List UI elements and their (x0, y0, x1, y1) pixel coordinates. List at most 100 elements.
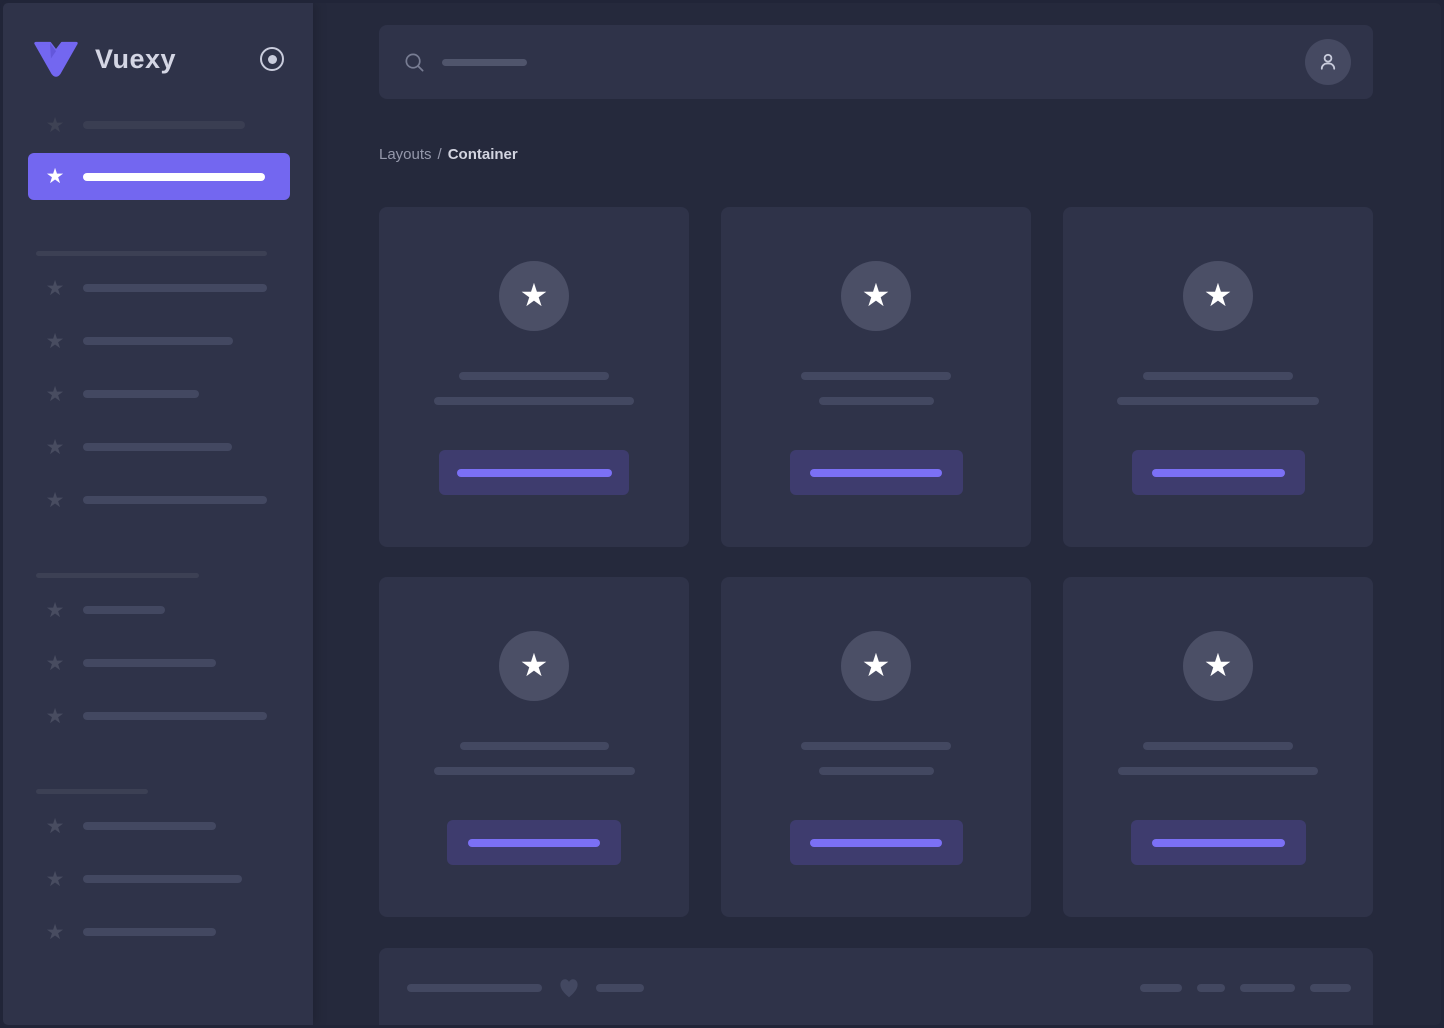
star-icon: ★ (45, 866, 65, 891)
star-icon: ★ (45, 487, 65, 512)
sidebar-menu-item[interactable]: ★ (3, 329, 313, 353)
star-icon: ★ (519, 645, 549, 684)
sidebar-header: Vuexy (3, 3, 313, 79)
sidebar-menu-item[interactable]: ★ (3, 598, 313, 622)
menu-label-skeleton (83, 822, 216, 830)
footer-link-skeleton (1310, 984, 1351, 992)
sidebar-menu-item[interactable]: ★ (3, 704, 313, 728)
star-icon: ★ (45, 381, 65, 406)
feature-card: ★ (1063, 577, 1373, 917)
sidebar-nav: ★ ★ ★ ★ ★ ★ ★ ★ ★ ★ ★ ★ ★ (3, 113, 313, 944)
card-button[interactable] (789, 820, 963, 865)
sidebar-menu-item[interactable]: ★ (3, 113, 313, 137)
star-icon: ★ (45, 434, 65, 459)
card-subtitle-skeleton (1118, 767, 1318, 775)
menu-label-skeleton (83, 284, 267, 292)
star-icon: ★ (45, 164, 65, 188)
star-icon: ★ (861, 275, 891, 314)
feature-card: ★ (1063, 207, 1373, 547)
card-button[interactable] (789, 450, 963, 495)
card-title-skeleton (801, 372, 951, 380)
card-title-skeleton (459, 742, 609, 750)
search-icon (403, 51, 426, 74)
card-button[interactable] (1130, 820, 1306, 865)
card-button[interactable] (447, 820, 621, 865)
card-button[interactable] (1131, 450, 1305, 495)
sidebar-menu-item[interactable]: ★ (3, 867, 313, 891)
footer-link-skeleton (1240, 984, 1295, 992)
card-avatar-circle: ★ (1183, 631, 1253, 701)
card-avatar-circle: ★ (1183, 261, 1253, 331)
star-icon: ★ (1203, 645, 1233, 684)
card-title-skeleton (1143, 742, 1293, 750)
star-icon: ★ (45, 919, 65, 944)
star-icon: ★ (861, 645, 891, 684)
card-avatar-circle: ★ (841, 631, 911, 701)
breadcrumb-separator: / (437, 146, 442, 163)
button-label-skeleton (810, 838, 942, 847)
button-label-skeleton (1151, 468, 1285, 477)
sidebar-menu-item[interactable]: ★ (3, 435, 313, 459)
sidebar-menu-item[interactable]: ★ (3, 382, 313, 406)
star-icon: ★ (1203, 275, 1233, 314)
cards-grid: ★ ★ ★ ★ ★ ★ (379, 207, 1373, 917)
heart-icon (560, 979, 578, 998)
menu-label-skeleton (83, 390, 199, 398)
menu-label-skeleton (83, 659, 216, 667)
card-subtitle-skeleton (434, 397, 634, 405)
feature-card: ★ (379, 577, 689, 917)
menu-label-skeleton (83, 712, 267, 720)
star-icon: ★ (45, 328, 65, 353)
footer-text-skeleton (407, 984, 542, 992)
brand-name: Vuexy (95, 43, 177, 74)
menu-label-skeleton (83, 875, 242, 883)
menu-label-skeleton (83, 606, 165, 614)
main-content: Layouts / Container ★ ★ ★ ★ ★ ★ (313, 3, 1441, 1025)
sidebar: Vuexy ★ ★ ★ ★ ★ ★ ★ ★ ★ ★ ★ ★ ★ (3, 3, 313, 1025)
menu-label-skeleton (83, 496, 267, 504)
card-avatar-circle: ★ (499, 261, 569, 331)
breadcrumb: Layouts / Container (379, 146, 1373, 163)
feature-card: ★ (721, 577, 1031, 917)
card-title-skeleton (801, 742, 951, 750)
card-subtitle-skeleton (818, 767, 934, 775)
star-icon: ★ (45, 597, 65, 622)
section-header-skeleton (36, 251, 267, 256)
section-header-skeleton (36, 789, 148, 794)
breadcrumb-current: Container (447, 146, 518, 163)
card-button[interactable] (439, 450, 629, 495)
sidebar-menu-item[interactable]: ★ (3, 488, 313, 512)
button-label-skeleton (456, 468, 612, 477)
breadcrumb-parent[interactable]: Layouts (379, 146, 432, 163)
sidebar-menu-item[interactable]: ★ (3, 920, 313, 944)
vuexy-logo-icon (32, 39, 80, 79)
star-icon: ★ (45, 813, 65, 838)
footer-links (1140, 976, 1351, 1000)
sidebar-pin-icon[interactable] (260, 47, 284, 71)
footer-card (379, 948, 1373, 1025)
star-icon: ★ (45, 650, 65, 675)
card-avatar-circle: ★ (499, 631, 569, 701)
card-title-skeleton (459, 372, 609, 380)
card-subtitle-skeleton (433, 767, 635, 775)
card-subtitle-skeleton (818, 397, 934, 405)
sidebar-menu-item[interactable]: ★ (3, 814, 313, 838)
search-bar[interactable] (379, 25, 1373, 99)
footer-link-skeleton (1140, 984, 1182, 992)
search-placeholder-skeleton (442, 58, 527, 66)
menu-label-skeleton (83, 121, 245, 129)
star-icon: ★ (45, 112, 65, 137)
user-avatar[interactable] (1305, 39, 1351, 85)
person-icon (1320, 53, 1336, 70)
footer-link-skeleton (1197, 984, 1225, 992)
star-icon: ★ (45, 275, 65, 300)
feature-card: ★ (379, 207, 689, 547)
section-header-skeleton (36, 573, 199, 578)
sidebar-menu-item[interactable]: ★ (3, 276, 313, 300)
sidebar-menu-item[interactable]: ★ (3, 651, 313, 675)
sidebar-menu-item-active[interactable]: ★ (28, 153, 290, 200)
menu-label-skeleton (83, 928, 216, 936)
menu-label-skeleton (83, 337, 233, 345)
menu-label-skeleton (83, 443, 232, 451)
